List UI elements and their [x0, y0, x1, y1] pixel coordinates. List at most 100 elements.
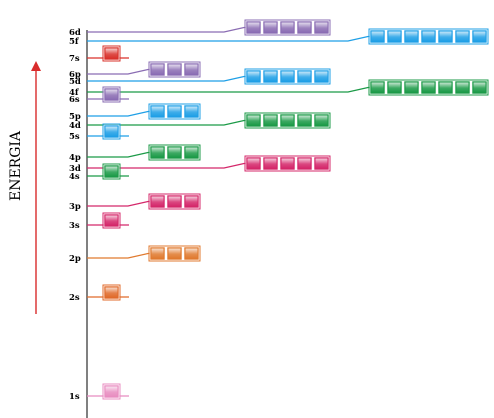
- orbital-box-shade: [473, 31, 486, 42]
- orbital-box-shade: [315, 22, 328, 33]
- orbital-box-shade: [388, 82, 401, 93]
- orbital-box-shade: [422, 31, 435, 42]
- orbital-box-shade: [264, 71, 277, 82]
- orbital-outline: [368, 28, 489, 45]
- orbital-4p: [148, 144, 201, 161]
- orbital-box-shade: [264, 115, 277, 126]
- orbital-box-shade: [185, 106, 198, 117]
- orbital-box-shade: [315, 158, 328, 169]
- orbital-6d: [244, 19, 331, 36]
- orbital-box-shade: [105, 126, 118, 137]
- orbital-label-3p: 3p: [69, 202, 81, 212]
- orbital-4f: [368, 79, 489, 96]
- orbital-box-shade: [151, 147, 164, 158]
- orbital-outline: [102, 383, 121, 400]
- orbital-box-shade: [456, 82, 469, 93]
- orbital-label-3s: 3s: [69, 221, 80, 231]
- orbital-4s: [102, 163, 121, 180]
- orbital-box-shade: [151, 248, 164, 259]
- orbital-label-4p: 4p: [69, 153, 81, 163]
- orbital-box-shade: [371, 82, 384, 93]
- orbital-box-shade: [281, 22, 294, 33]
- orbital-box-shade: [168, 248, 181, 259]
- orbital-label-4d: 4d: [69, 121, 81, 131]
- orbital-5p: [148, 103, 201, 120]
- orbital-box-shade: [185, 64, 198, 75]
- connector-5f: [87, 35, 370, 42]
- orbital-box-shade: [247, 158, 260, 169]
- orbital-box-shade: [298, 158, 311, 169]
- connector-2p: [87, 252, 150, 259]
- orbital-box-shade: [439, 31, 452, 42]
- orbital-box-shade: [185, 147, 198, 158]
- orbital-outline: [102, 86, 121, 103]
- orbital-box-shade: [105, 287, 118, 298]
- orbital-outline: [148, 61, 201, 78]
- orbital-5d: [244, 68, 331, 85]
- connector-3p: [87, 200, 150, 207]
- orbital-box-shade: [105, 166, 118, 177]
- orbital-box-shade: [247, 71, 260, 82]
- orbital-box-shade: [168, 106, 181, 117]
- orbital-outline: [148, 144, 201, 161]
- orbital-box-shade: [264, 22, 277, 33]
- orbital-outline: [102, 212, 121, 229]
- orbital-box-shade: [281, 115, 294, 126]
- orbital-1s: [102, 383, 121, 400]
- orbital-box-shade: [151, 196, 164, 207]
- orbital-box-shade: [405, 31, 418, 42]
- orbital-outline: [102, 45, 121, 62]
- orbital-label-6s: 6s: [69, 95, 80, 105]
- orbital-label-3d: 3d: [69, 164, 81, 174]
- orbital-5s: [102, 123, 121, 140]
- orbital-box-shade: [185, 196, 198, 207]
- orbital-box-shade: [473, 82, 486, 93]
- orbital-label-5s: 5s: [69, 132, 80, 142]
- orbital-box-shade: [247, 22, 260, 33]
- orbital-outline: [368, 79, 489, 96]
- connector-6p: [87, 68, 150, 75]
- orbital-3s: [102, 212, 121, 229]
- orbital-label-1s: 1s: [69, 392, 80, 402]
- orbital-2s: [102, 284, 121, 301]
- orbital-outline: [148, 193, 201, 210]
- orbital-box-shade: [168, 147, 181, 158]
- orbital-6p: [148, 61, 201, 78]
- orbital-4d: [244, 112, 331, 129]
- orbital-box-shade: [405, 82, 418, 93]
- orbital-box-shade: [371, 31, 384, 42]
- orbital-box-shade: [105, 89, 118, 100]
- orbital-label-5f: 5f: [69, 37, 80, 47]
- orbital-box-shade: [264, 158, 277, 169]
- orbital-outline: [244, 68, 331, 85]
- orbital-box-shade: [422, 82, 435, 93]
- orbital-label-5d: 5d: [69, 77, 81, 87]
- orbital-label-2s: 2s: [69, 293, 80, 303]
- connector-4f: [87, 86, 370, 93]
- orbital-label-7s: 7s: [69, 54, 80, 64]
- orbital-outline: [244, 155, 331, 172]
- orbital-outline: [102, 163, 121, 180]
- orbital-2p: [148, 245, 201, 262]
- orbital-outline: [102, 284, 121, 301]
- orbital-3p: [148, 193, 201, 210]
- orbital-box-shade: [439, 82, 452, 93]
- orbital-box-shade: [388, 31, 401, 42]
- orbital-5f: [368, 28, 489, 45]
- orbital-label-4s: 4s: [69, 172, 80, 182]
- orbital-box-shade: [105, 48, 118, 59]
- orbital-box-shade: [281, 71, 294, 82]
- orbital-label-6d: 6d: [69, 28, 81, 38]
- connector-4p: [87, 151, 150, 158]
- orbital-box-shade: [105, 215, 118, 226]
- orbital-7s: [102, 45, 121, 62]
- orbital-box-shade: [151, 64, 164, 75]
- orbital-box-shade: [105, 386, 118, 397]
- orbital-box-shade: [151, 106, 164, 117]
- orbital-box-shade: [315, 71, 328, 82]
- connector-6d: [87, 26, 246, 33]
- orbital-boxes: [102, 19, 489, 400]
- orbital-box-shade: [298, 22, 311, 33]
